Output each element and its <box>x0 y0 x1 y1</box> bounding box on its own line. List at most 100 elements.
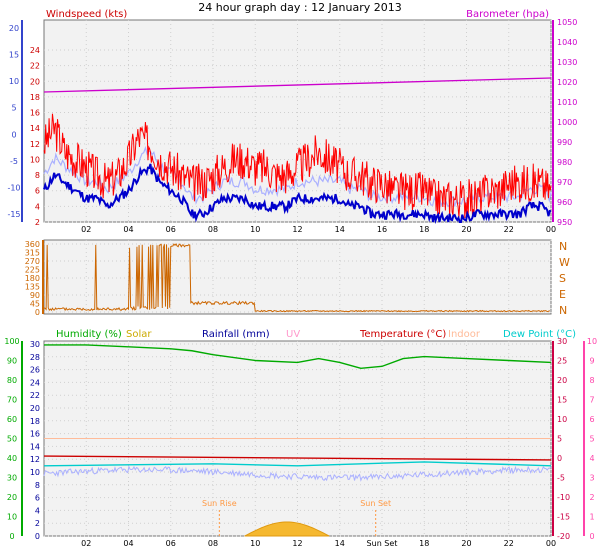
humidity-tick-label: 20 <box>7 493 17 502</box>
y-tick-label: 16 <box>30 109 40 118</box>
baro-tick-label: 1000 <box>557 118 577 127</box>
baro-tick-label: 1010 <box>557 98 577 107</box>
temp-tick-label: 15 <box>557 396 567 405</box>
temp-tick-label: -5 <box>557 474 565 483</box>
legend-item: Solar <box>126 329 152 340</box>
x-tick-label: 20 <box>461 225 471 234</box>
y-tick-label: 10 <box>30 155 40 164</box>
series-barometer <box>43 77 552 93</box>
x-tick-label: 22 <box>504 225 514 234</box>
x-tick-label: 22 <box>504 539 514 548</box>
y-tick-label: 90 <box>30 291 40 300</box>
y-tick-label: 0 <box>35 308 40 317</box>
direction-label: N <box>559 240 567 253</box>
x-tick-label: 14 <box>335 539 345 548</box>
y-outer-tick-label: 20 <box>9 24 19 33</box>
y-tick-label: 8 <box>35 171 40 180</box>
legend-item: Indoor <box>448 329 481 340</box>
legend-item: Humidity (%) <box>56 329 122 340</box>
uv-tick-label: 0 <box>589 532 594 541</box>
direction-label: S <box>559 272 566 285</box>
series-humidity <box>44 344 552 370</box>
y-tick-label: 20 <box>30 77 40 86</box>
rain-tick-label: 20 <box>30 404 40 413</box>
y-tick-label: 315 <box>25 249 40 258</box>
x-tick-label: 12 <box>292 225 302 234</box>
temp-tick-label: 30 <box>557 337 567 346</box>
direction-label: N <box>559 304 567 317</box>
direction-label: E <box>559 288 566 301</box>
x-tick-label: 18 <box>419 539 429 548</box>
legend-item: Dew Point (°C) <box>503 329 576 340</box>
rain-tick-label: 8 <box>35 481 40 490</box>
series-wind-direction <box>43 243 551 313</box>
y-tick-label: 14 <box>30 124 40 133</box>
x-tick-label: 04 <box>123 539 133 548</box>
rain-tick-label: 30 <box>30 340 40 349</box>
temp-tick-label: -10 <box>557 493 570 502</box>
baro-tick-label: 1020 <box>557 78 577 87</box>
x-tick-label: 10 <box>250 225 260 234</box>
y-tick-label: 180 <box>25 274 40 283</box>
uv-tick-label: 5 <box>589 435 594 444</box>
humidity-tick-label: 70 <box>7 396 17 405</box>
temp-tick-label: 5 <box>557 435 562 444</box>
baro-tick-label: 980 <box>557 158 572 167</box>
y-tick-label: 6 <box>35 187 40 196</box>
x-tick-label: 12 <box>292 539 302 548</box>
baro-tick-label: 990 <box>557 138 572 147</box>
y-outer-tick-label: -5 <box>10 157 18 166</box>
y-tick-label: 22 <box>30 62 40 71</box>
x-tick-label: 02 <box>81 539 91 548</box>
y-tick-label: 2 <box>35 218 40 227</box>
x-tick-label: 10 <box>250 539 260 548</box>
x-tick-label: 18 <box>419 225 429 234</box>
temp-tick-label: 25 <box>557 357 567 366</box>
rain-tick-label: 28 <box>30 353 40 362</box>
legend-item: Rainfall (mm) <box>202 329 270 340</box>
legend-item: UV <box>286 329 300 340</box>
x-tick-label: 02 <box>81 225 91 234</box>
baro-tick-label: 1030 <box>557 58 577 67</box>
baro-tick-label: 970 <box>557 178 572 187</box>
x-tick-label: 06 <box>166 539 176 548</box>
y-outer-tick-label: -10 <box>7 183 20 192</box>
uv-tick-label: 10 <box>587 337 597 346</box>
y-outer-tick-label: 0 <box>11 130 16 139</box>
y-tick-label: 18 <box>30 93 40 102</box>
series-dew-point <box>43 461 552 467</box>
uv-tick-label: 9 <box>589 357 594 366</box>
humidity-tick-label: 10 <box>7 513 17 522</box>
rain-tick-label: 6 <box>35 494 40 503</box>
y-tick-label: 360 <box>25 240 40 249</box>
rain-tick-label: 26 <box>30 366 40 375</box>
y-tick-label: 135 <box>25 283 40 292</box>
humidity-tick-label: 0 <box>9 532 14 541</box>
baro-tick-label: 960 <box>557 198 572 207</box>
rain-tick-label: 10 <box>30 468 40 477</box>
series-solar <box>244 521 330 537</box>
rain-tick-label: 18 <box>30 417 40 426</box>
rain-tick-label: 22 <box>30 391 40 400</box>
baro-axis-title: Barometer (hpa) <box>466 9 549 20</box>
x-tick-label: 14 <box>335 225 345 234</box>
humidity-tick-label: 40 <box>7 454 17 463</box>
rain-tick-label: 24 <box>30 378 40 387</box>
series-wind-avg <box>43 163 552 225</box>
x-tick-label: 16 <box>377 225 387 234</box>
series-temperature <box>43 455 552 461</box>
humidity-tick-label: 60 <box>7 415 17 424</box>
y-tick-label: 24 <box>30 46 40 55</box>
y-outer-tick-label: -15 <box>7 210 20 219</box>
y-tick-label: 270 <box>25 257 40 266</box>
y-outer-tick-label: 10 <box>9 77 19 86</box>
y-tick-label: 225 <box>25 266 40 275</box>
y-tick-label: 45 <box>30 300 40 309</box>
rain-tick-label: 2 <box>35 519 40 528</box>
y-tick-label: 12 <box>30 140 40 149</box>
x-tick-label: 00 <box>546 225 556 234</box>
y-outer-tick-label: 5 <box>11 104 16 113</box>
